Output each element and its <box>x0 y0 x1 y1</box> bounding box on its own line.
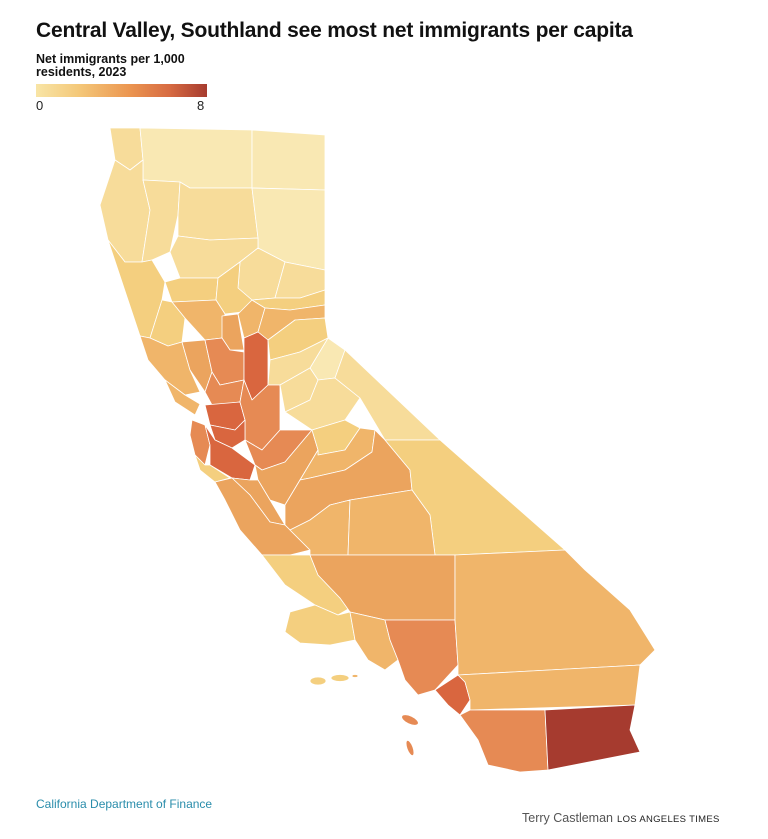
legend-min-label: 0 <box>36 98 44 113</box>
county-glenn[interactable] <box>164 277 219 303</box>
legend-title-line1: Net immigrants per 1,000 <box>36 52 185 66</box>
county-sutter[interactable] <box>221 313 245 351</box>
county-tulare[interactable] <box>347 489 436 556</box>
county-san-diego[interactable] <box>459 709 549 773</box>
county-sonoma[interactable] <box>139 335 201 396</box>
island-santa-rosa <box>309 676 327 686</box>
credit-author: Terry Castleman <box>522 811 613 825</box>
legend-title-line2: residents, 2023 <box>36 65 127 79</box>
county-marin[interactable] <box>164 379 201 416</box>
island-santa-cruz <box>330 674 350 682</box>
county-humboldt[interactable] <box>99 159 151 263</box>
county-san-bernardino[interactable] <box>454 549 656 676</box>
county-san-mateo[interactable] <box>189 419 211 466</box>
credit-line: Terry Castleman LOS ANGELES TIMES <box>522 811 720 825</box>
map-title: Central Valley, Southland see most net i… <box>36 19 633 42</box>
legend-color-scale <box>36 84 207 97</box>
legend-max-label: 8 <box>197 98 205 113</box>
source-note: California Department of Finance <box>36 797 213 811</box>
county-siskiyou[interactable] <box>139 127 253 189</box>
county-mendocino[interactable] <box>107 239 166 339</box>
legend-title: Net immigrants per 1,000 residents, 2023 <box>36 53 236 79</box>
county-santa-cruz[interactable] <box>194 454 231 483</box>
credit-publication: LOS ANGELES TIMES <box>617 814 720 825</box>
island-anacapa <box>351 674 359 678</box>
county-modoc[interactable] <box>251 129 326 191</box>
county-mono[interactable] <box>334 349 441 441</box>
county-shasta[interactable] <box>177 181 259 241</box>
california-county-map <box>99 127 656 773</box>
island-san-clemente <box>405 740 415 756</box>
island-santa-catalina <box>401 714 419 726</box>
county-imperial[interactable] <box>544 704 641 771</box>
